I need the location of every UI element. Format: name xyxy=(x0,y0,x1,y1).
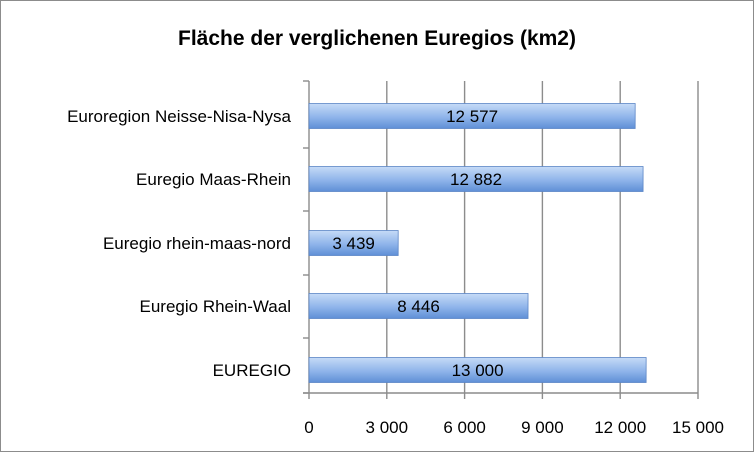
data-label: 13 000 xyxy=(452,361,504,380)
x-tick-label: 15 000 xyxy=(672,418,724,437)
bar xyxy=(308,103,636,129)
category-label: Euregio Maas-Rhein xyxy=(136,170,291,189)
category-label: EUREGIO xyxy=(213,361,291,380)
bar xyxy=(308,293,529,319)
data-label: 8 446 xyxy=(397,297,440,316)
data-label: 3 439 xyxy=(332,234,375,253)
bars xyxy=(308,103,647,383)
category-label: Euregio Rhein-Waal xyxy=(140,297,292,316)
x-tick-labels: 0 3 000 6 000 9 000 12 000 15 000 xyxy=(304,418,724,437)
data-labels: 12 577 12 882 3 439 8 446 13 000 xyxy=(332,107,503,380)
x-tick-label: 0 xyxy=(304,418,313,437)
x-tick-label: 6 000 xyxy=(443,418,486,437)
bar xyxy=(308,357,647,383)
category-label: Euroregion Neisse-Nisa-Nysa xyxy=(67,107,291,126)
x-tick-label: 9 000 xyxy=(521,418,564,437)
category-labels: Euroregion Neisse-Nisa-Nysa Euregio Maas-… xyxy=(67,107,291,380)
bar xyxy=(308,230,399,256)
data-label: 12 577 xyxy=(446,107,498,126)
category-label: Euregio rhein-maas-nord xyxy=(103,234,291,253)
data-label: 12 882 xyxy=(450,170,502,189)
x-tick-label: 3 000 xyxy=(366,418,409,437)
x-tick-label: 12 000 xyxy=(594,418,646,437)
bar xyxy=(308,166,644,192)
chart-title: Fläche der verglichenen Euregios (km2) xyxy=(178,27,576,50)
